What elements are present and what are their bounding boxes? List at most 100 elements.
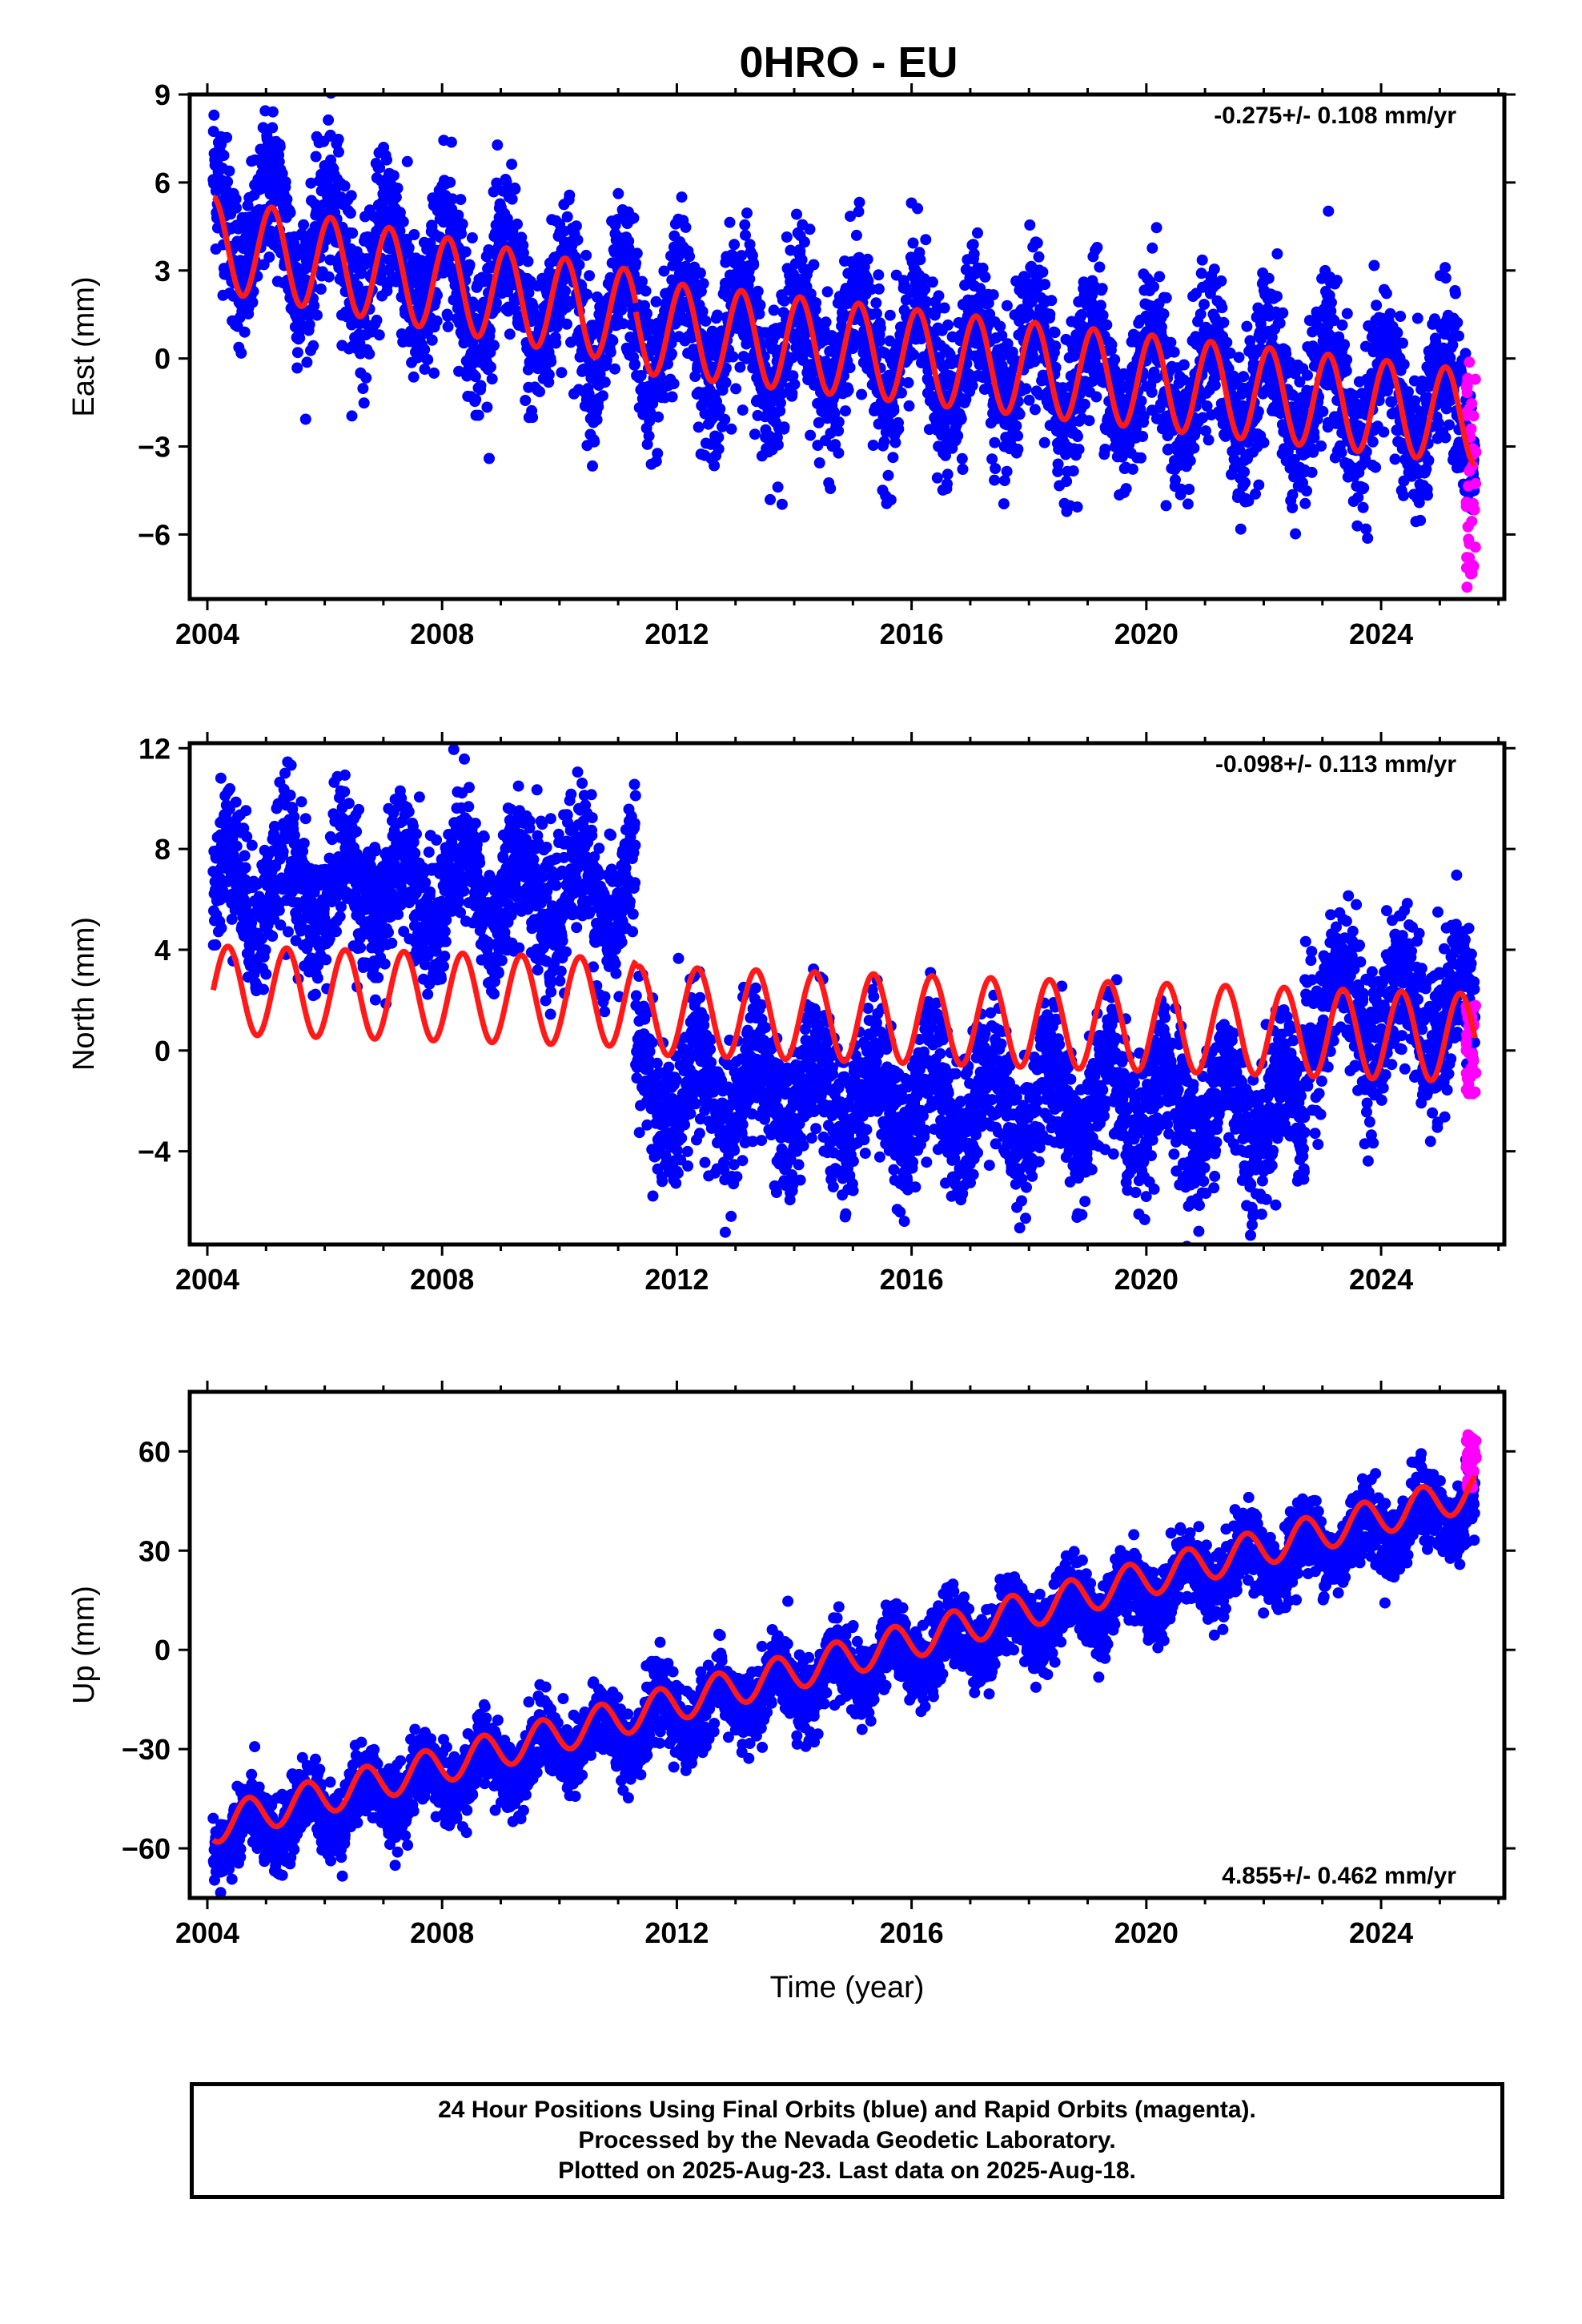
final-orbit-point (768, 304, 780, 316)
rapid-orbit-point (1461, 581, 1473, 593)
final-orbit-point (1126, 463, 1138, 475)
final-orbit-point (1150, 222, 1162, 234)
final-orbit-point (1403, 386, 1414, 398)
final-orbit-point (796, 254, 808, 266)
final-orbit-point (215, 922, 227, 934)
final-orbit-point (693, 421, 705, 433)
final-orbit-point (460, 246, 472, 258)
final-orbit-point (973, 292, 985, 304)
final-orbit-point (279, 176, 291, 188)
final-orbit-point (1002, 338, 1014, 350)
final-orbit-point (239, 326, 251, 338)
final-orbit-point (635, 370, 647, 381)
final-orbit-point (833, 416, 845, 428)
final-orbit-point (381, 154, 392, 166)
final-orbit-point (644, 415, 656, 427)
final-orbit-point (1106, 339, 1118, 351)
final-orbit-point (734, 361, 746, 373)
final-orbit-point (968, 248, 980, 260)
final-orbit-point (310, 151, 322, 163)
rapid-orbit-point (1463, 480, 1475, 492)
final-orbit-point (1182, 498, 1194, 510)
final-orbit-point (223, 165, 235, 177)
final-orbit-point (919, 283, 931, 296)
final-orbit-point (612, 187, 624, 199)
final-orbit-point (281, 193, 293, 205)
final-orbit-point (504, 328, 516, 340)
final-orbit-point (560, 285, 571, 297)
final-orbit-point (833, 447, 845, 459)
final-orbit-point (966, 380, 978, 392)
final-orbit-point (453, 365, 465, 377)
final-orbit-point (500, 175, 512, 187)
final-orbit-point (231, 202, 242, 214)
final-orbit-point (712, 309, 723, 321)
final-orbit-point (1075, 309, 1087, 320)
final-orbit-point (765, 493, 776, 505)
rapid-orbit-point (1465, 423, 1477, 435)
final-orbit-point (680, 221, 692, 233)
final-orbit-point (842, 384, 854, 396)
final-orbit-point (263, 251, 275, 263)
final-orbit-point (903, 400, 915, 412)
final-orbit-point (445, 136, 457, 148)
final-orbit-point (456, 218, 468, 230)
final-orbit-point (490, 297, 502, 309)
final-orbit-point (469, 371, 481, 383)
final-orbit-point (1341, 308, 1353, 320)
final-orbit-point (829, 408, 841, 420)
final-orbit-point (730, 383, 742, 395)
final-orbit-point (307, 340, 319, 352)
final-orbit-point (998, 498, 1010, 510)
final-orbit-point (1368, 259, 1380, 271)
final-orbit-point (484, 452, 495, 464)
final-orbit-point (599, 376, 611, 388)
final-orbit-point (1423, 454, 1435, 466)
final-orbit-point (1378, 426, 1390, 438)
y-tick-label: −3 (138, 431, 171, 464)
final-orbit-point (1216, 302, 1228, 314)
final-orbit-point (623, 243, 635, 255)
final-orbit-point (523, 287, 535, 299)
x-tick-label: 2012 (644, 617, 709, 650)
final-orbit-point (397, 215, 409, 227)
y-tick-label: 9 (155, 78, 171, 111)
final-orbit-point (570, 220, 582, 232)
final-orbit-point (268, 233, 280, 245)
final-orbit-point (1287, 502, 1299, 513)
final-orbit-point (940, 449, 951, 461)
final-orbit-point (666, 348, 677, 360)
final-orbit-point (1299, 497, 1311, 509)
final-orbit-point (829, 439, 841, 451)
final-orbit-point (455, 194, 467, 206)
final-orbit-point (230, 193, 242, 205)
final-orbit-point (1012, 444, 1024, 455)
final-orbit-point (1398, 359, 1410, 370)
final-orbit-point (294, 332, 306, 344)
final-orbit-point (781, 231, 793, 243)
final-orbit-point (1306, 466, 1318, 478)
final-orbit-point (506, 159, 518, 171)
final-orbit-point (591, 414, 603, 426)
final-orbit-point (235, 347, 247, 359)
final-orbit-point (987, 289, 999, 301)
final-orbit-point (956, 452, 968, 464)
final-orbit-point (1357, 501, 1369, 513)
final-orbit-point (979, 271, 991, 283)
final-orbit-point (357, 383, 369, 395)
final-orbit-point (989, 436, 1001, 448)
final-orbit-point (1068, 350, 1080, 362)
final-orbit-point (907, 237, 919, 249)
final-orbit-point (884, 309, 896, 321)
final-orbit-point (1039, 279, 1051, 291)
final-orbit-point (1109, 354, 1121, 365)
final-orbit-point (1073, 444, 1085, 456)
final-orbit-point (1239, 476, 1251, 489)
final-orbit-point (1012, 430, 1024, 442)
final-orbit-point (931, 472, 943, 484)
final-orbit-point (1090, 391, 1102, 403)
final-orbit-point (1050, 340, 1062, 352)
x-tick-label: 2024 (1349, 617, 1413, 650)
final-orbit-point (912, 203, 924, 215)
